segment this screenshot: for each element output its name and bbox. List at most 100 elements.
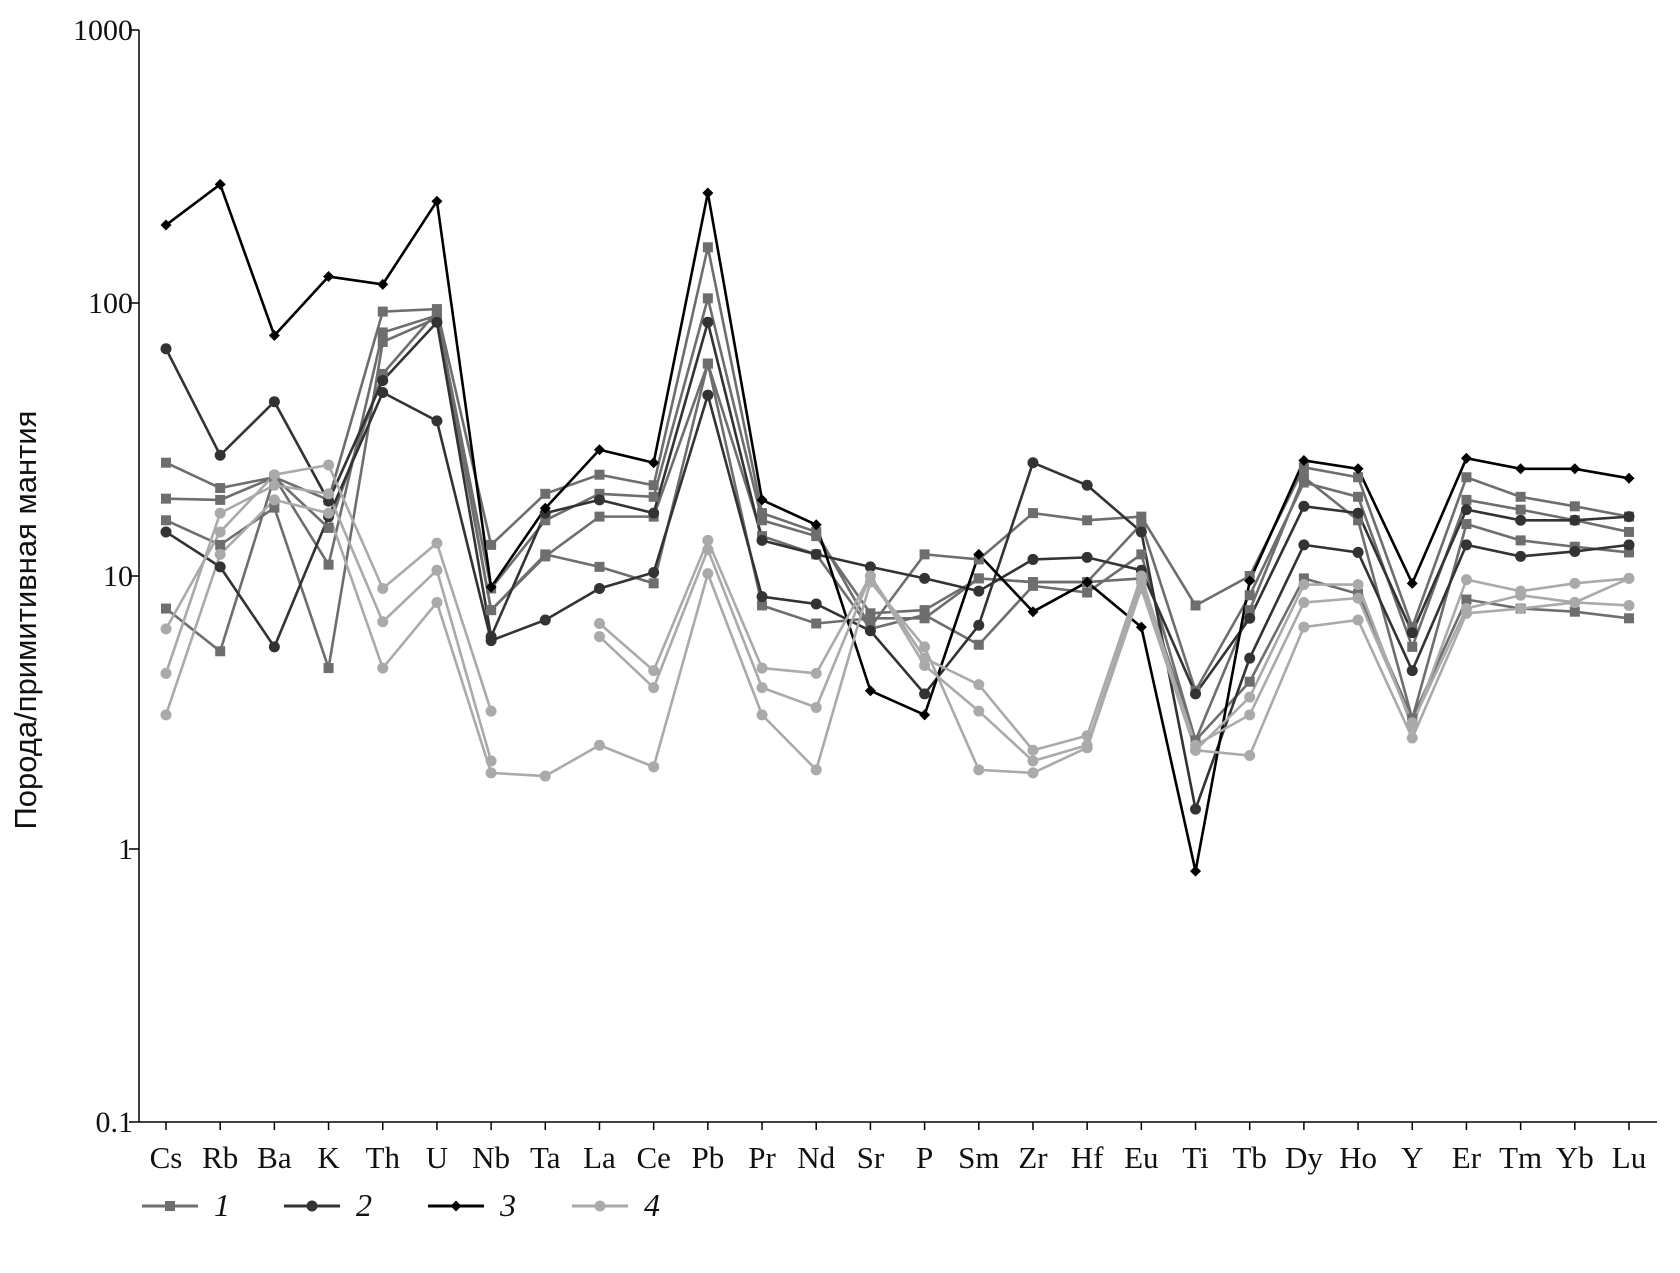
x-tick-label: Th [366,1140,401,1175]
data-point [973,585,985,597]
data-point [756,662,768,674]
data-point [1406,732,1418,744]
data-point [485,635,497,647]
data-point [1569,463,1581,475]
data-point [160,709,172,721]
data-point [1027,577,1038,588]
data-point [1244,590,1255,601]
y-tick-label: 1 [118,833,133,866]
data-point [1352,507,1364,519]
data-point [323,559,334,570]
x-tick-label: Ce [636,1140,670,1175]
data-point [160,667,172,679]
data-point [377,336,388,347]
data-point [919,641,931,653]
series-line [165,390,1630,814]
data-point [810,701,822,713]
data-point [1298,500,1310,512]
data-point [215,539,226,550]
data-point [919,613,930,624]
legend-label: 2 [356,1187,372,1223]
data-point [323,507,335,519]
data-point [702,242,713,253]
data-point [268,494,280,506]
data-point [648,507,660,519]
data-point [594,488,605,499]
data-point [377,662,389,674]
data-point [1515,491,1526,502]
data-point [486,539,497,550]
data-point [1569,596,1581,608]
data-point [1135,576,1147,588]
data-point [865,613,876,624]
data-point [648,578,659,589]
x-tick-label: Tb [1232,1140,1266,1175]
data-point [1352,614,1364,626]
data-point [161,493,171,504]
data-point [323,522,334,533]
data-point [214,526,226,538]
data-point [1515,603,1527,615]
data-point [1623,511,1635,523]
data-point [810,598,822,610]
data-point [486,605,497,616]
data-point [1298,573,1309,584]
x-tick-label: P [916,1140,933,1175]
x-tick-label: Ho [1339,1140,1377,1175]
data-point [1623,472,1635,484]
data-point [648,566,660,578]
data-point [811,618,822,629]
data-point [214,507,226,519]
data-point [268,469,280,481]
data-point [431,537,443,549]
data-point [323,663,334,674]
data-point [1623,539,1635,551]
data-point [757,515,768,526]
data-point [1623,572,1635,584]
data-point [1460,539,1472,551]
data-point [919,660,931,672]
data-point [973,573,984,584]
y-axis-label: Порода/примитивная мантия [8,411,43,830]
legend-marker [306,1200,318,1212]
data-point [1569,606,1580,617]
x-tick-label: Eu [1124,1140,1158,1175]
data-point [377,278,389,290]
data-point [648,491,659,502]
data-point [702,293,713,304]
x-tick-label: Lu [1612,1140,1646,1175]
data-point [1624,526,1634,537]
data-point [593,494,605,506]
data-point [1352,463,1364,475]
data-point [160,219,172,231]
data-point [973,548,985,560]
data-point [1406,717,1418,729]
data-point [702,568,714,580]
data-point [1461,494,1472,505]
data-point [1461,472,1472,483]
data-point [1515,463,1527,475]
data-point [1135,526,1147,538]
data-point [1081,576,1093,588]
legend-marker [165,1201,175,1211]
x-tick-label: Rb [202,1140,238,1175]
data-point [540,549,551,560]
data-point [1353,491,1364,502]
data-point [1460,574,1472,586]
data-point [648,761,660,773]
x-tick-label: Yb [1556,1140,1594,1175]
data-point [1027,755,1039,767]
data-point [1027,767,1039,779]
data-point [1027,744,1039,756]
data-point [431,316,443,328]
data-point [214,449,226,461]
data-point [648,665,660,677]
data-point [1461,594,1472,605]
x-tick-label: Hf [1071,1140,1104,1175]
data-point [1460,452,1472,464]
data-point [594,561,605,572]
data-point [268,396,280,408]
data-point [1082,587,1093,598]
data-point [1406,627,1418,639]
data-point [431,415,443,427]
